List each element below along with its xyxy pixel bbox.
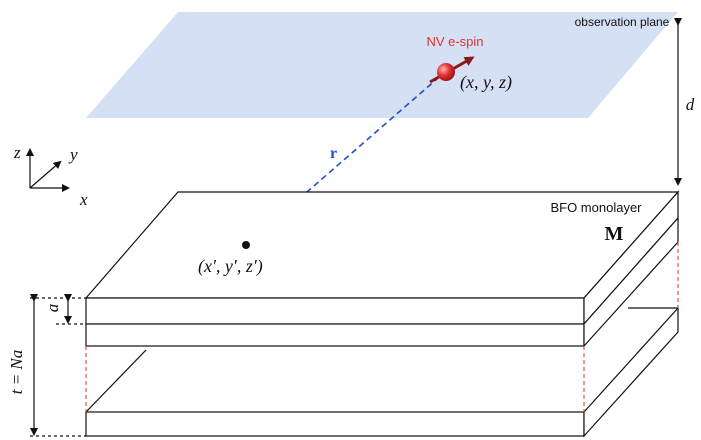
monolayer-label: BFO monolayer <box>550 200 642 215</box>
axis-y-label: y <box>68 145 78 164</box>
distance-label: d <box>686 95 695 114</box>
spin-position-label: (x, y, z) <box>460 72 512 93</box>
dashed-continuation <box>85 242 679 412</box>
axis-z-label: z <box>13 143 21 162</box>
axes-icon <box>26 148 70 192</box>
magnetization-label: M <box>605 223 624 245</box>
observation-plane-label: observation plane <box>575 15 670 29</box>
source-point: (x′, y′, z′) <box>198 241 263 277</box>
top-layer-front <box>85 297 585 325</box>
film-stack <box>84 190 680 438</box>
layer-thickness-label: a <box>43 304 62 313</box>
distance-arrow: d <box>674 18 695 186</box>
bottom-layer-side <box>583 306 679 438</box>
spin-sphere-icon <box>437 63 455 81</box>
bottom-layer-front <box>85 411 585 437</box>
thickness-annotations <box>30 294 86 437</box>
source-position-label: (x′, y′, z′) <box>198 256 263 277</box>
gap-edges <box>85 307 678 413</box>
vector-r-label: r <box>330 145 337 162</box>
second-layer-front <box>85 323 585 347</box>
axis-x-label: x <box>79 190 88 209</box>
nv-spin-label: NV e-spin <box>426 34 483 49</box>
nv-spin: NV e-spin (x, y, z) <box>426 34 512 93</box>
observation-plane-surface <box>86 12 678 118</box>
total-thickness-label: t = Na <box>7 350 26 395</box>
observation-plane: observation plane <box>86 12 678 118</box>
